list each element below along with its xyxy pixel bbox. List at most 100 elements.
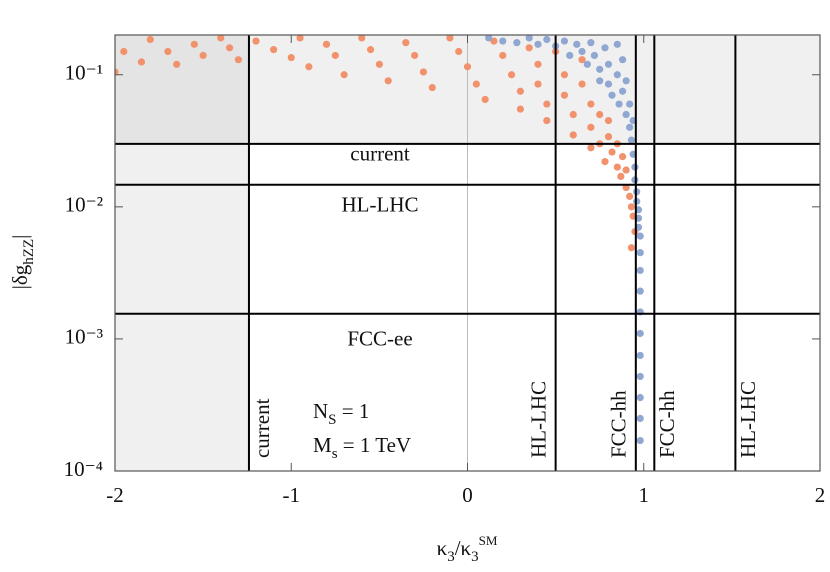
point: [234, 56, 242, 64]
annotation-part: s: [332, 446, 338, 462]
overlay: current HL-LHC FCC-ee current HL-LHC FCC-hh FC…: [8, 34, 826, 565]
point: [604, 116, 613, 125]
point: [428, 83, 436, 92]
point: [578, 80, 586, 88]
point: [287, 53, 295, 62]
point: [615, 100, 623, 108]
point: [481, 95, 489, 104]
point: [446, 35, 454, 42]
point: [375, 60, 383, 68]
annotation-part: = 1 TeV: [338, 433, 412, 457]
point: [587, 39, 595, 47]
point: [613, 40, 621, 48]
point: [569, 131, 577, 139]
x-axis-label-part: κ: [437, 536, 448, 560]
bound-label: current: [250, 398, 274, 458]
point: [622, 110, 630, 119]
x-axis-label: κ3/κ3SM: [437, 533, 498, 565]
point: [636, 393, 644, 402]
point: [627, 203, 636, 211]
point: [543, 35, 551, 44]
point: [173, 60, 181, 68]
bound-label: HL-LHC: [342, 193, 419, 217]
point: [543, 116, 551, 125]
y-tick-label: 10⁻⁴: [64, 457, 103, 481]
point: [636, 266, 644, 275]
point: [573, 40, 581, 48]
point: [384, 77, 392, 85]
point: [146, 35, 154, 44]
point: [613, 71, 621, 79]
y-axis-label: |δghZZ|: [8, 235, 38, 290]
point: [578, 56, 586, 64]
point: [507, 71, 516, 79]
annotation-part: M: [313, 433, 332, 457]
point: [472, 80, 480, 88]
point: [619, 153, 627, 161]
point: [120, 47, 128, 56]
point: [617, 172, 625, 181]
x-tick-label: 1: [639, 483, 650, 507]
point: [137, 58, 146, 66]
point: [499, 51, 507, 60]
point: [626, 192, 634, 200]
point: [560, 37, 569, 45]
y-tick-label: 10⁻³: [65, 325, 103, 349]
point: [534, 60, 542, 68]
point: [115, 68, 119, 76]
point: [296, 35, 304, 42]
point: [587, 123, 595, 131]
point: [619, 56, 627, 64]
x-tick-label: 0: [462, 483, 473, 507]
point: [366, 46, 375, 54]
bound-label: current: [350, 142, 410, 166]
point: [578, 47, 586, 56]
point: [596, 65, 604, 73]
point: [627, 136, 636, 144]
point: [636, 414, 644, 423]
point: [596, 110, 604, 119]
bound-label: FCC-ee: [347, 327, 412, 351]
point: [340, 71, 348, 79]
point: [534, 80, 542, 88]
excluded-region: [115, 143, 249, 472]
y-axis-label-part: hZZ: [21, 239, 37, 265]
point: [626, 100, 634, 108]
x-axis-label-part: 3: [447, 549, 455, 565]
point: [636, 372, 644, 381]
y-axis-label-part: |: [8, 235, 32, 239]
point: [525, 44, 533, 52]
point: [164, 47, 172, 56]
point: [190, 40, 198, 48]
point: [587, 100, 595, 108]
point: [636, 436, 644, 445]
point: [583, 60, 591, 68]
point: [199, 51, 207, 60]
point: [560, 91, 569, 99]
point: [270, 46, 278, 54]
x-tick-label: 2: [815, 483, 826, 507]
point: [569, 110, 577, 119]
annotation-part: S: [328, 412, 336, 428]
annotation-part: N: [313, 399, 328, 423]
point: [516, 87, 524, 95]
point: [566, 51, 574, 60]
point: [490, 37, 498, 45]
bound-label: HL-LHC: [736, 381, 760, 458]
plot-background: [115, 35, 820, 472]
point: [636, 329, 644, 338]
point: [217, 35, 225, 42]
y-tick-label: 10⁻¹: [65, 61, 103, 85]
point: [358, 35, 366, 42]
bound-label: HL-LHC: [526, 381, 550, 458]
point: [636, 232, 644, 240]
point: [419, 68, 428, 76]
point: [590, 51, 599, 60]
bound-label: FCC-hh: [607, 390, 631, 458]
point: [402, 39, 410, 47]
point: [455, 47, 463, 56]
annotation-part: = 1: [337, 399, 370, 423]
point: [613, 163, 621, 171]
point: [534, 40, 542, 48]
